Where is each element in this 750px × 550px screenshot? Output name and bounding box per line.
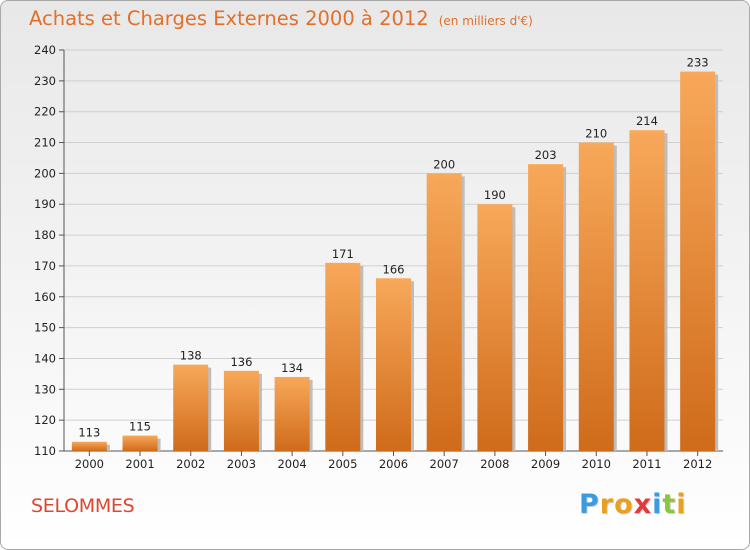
bar (376, 278, 411, 451)
bar-value-label: 113 (78, 426, 100, 440)
x-tick-label: 2000 (75, 457, 104, 471)
logo-letter: o (614, 489, 634, 520)
x-tick-label: 2007 (430, 457, 459, 471)
bar (477, 204, 513, 451)
bar (122, 435, 158, 451)
y-tick-label: 180 (34, 228, 56, 242)
commune-name: SELOMMES (31, 495, 135, 517)
bar-value-label: 210 (585, 127, 607, 141)
x-tick-label: 2003 (227, 457, 256, 471)
bar-value-label: 233 (687, 56, 709, 70)
bar-value-label: 115 (129, 420, 151, 434)
y-tick-label: 200 (34, 166, 56, 180)
bar (426, 173, 462, 451)
bar (528, 164, 564, 451)
x-tick-label: 2004 (277, 457, 306, 471)
bar (680, 71, 716, 451)
y-tick-label: 160 (34, 290, 56, 304)
x-tick-label: 2008 (480, 457, 509, 471)
y-tick-label: 150 (34, 321, 56, 335)
bar (578, 142, 614, 452)
proxiti-logo: Proxiti (579, 489, 687, 520)
chart-title: Achats et Charges Externes 2000 à 2012 (e… (29, 7, 533, 30)
bar (629, 130, 665, 451)
logo-letter: i (652, 489, 663, 520)
chart-unit-text: (en milliers d'€) (438, 14, 533, 28)
logo-letter: i (676, 489, 687, 520)
logo-letter: r (599, 489, 615, 520)
y-tick-label: 230 (34, 74, 56, 88)
chart-title-text: Achats et Charges Externes 2000 à 2012 (29, 7, 429, 30)
bar (223, 370, 259, 451)
x-tick-label: 2010 (582, 457, 611, 471)
bar (274, 376, 310, 451)
x-tick-label: 2005 (328, 457, 357, 471)
bar-value-label: 138 (180, 349, 202, 363)
bar-value-label: 171 (332, 247, 354, 261)
y-tick-label: 170 (34, 259, 56, 273)
y-tick-label: 110 (34, 444, 56, 458)
x-tick-label: 2012 (683, 457, 712, 471)
x-tick-label: 2002 (176, 457, 205, 471)
bar-value-label: 200 (433, 157, 455, 171)
y-tick-label: 210 (34, 136, 56, 150)
bar-value-label: 136 (230, 355, 252, 369)
y-tick-label: 130 (34, 382, 56, 396)
x-tick-label: 2009 (531, 457, 560, 471)
bar-value-label: 203 (535, 148, 557, 162)
bar-value-label: 166 (383, 262, 405, 276)
bar (325, 262, 361, 451)
bar-value-label: 134 (281, 361, 303, 375)
y-tick-label: 220 (34, 105, 56, 119)
logo-letter: P (579, 489, 600, 520)
y-tick-label: 240 (34, 43, 56, 57)
logo-letter: t (662, 489, 677, 520)
bar-value-label: 214 (636, 114, 658, 128)
logo-letter: x (633, 489, 653, 520)
x-tick-label: 2006 (379, 457, 408, 471)
x-tick-label: 2001 (125, 457, 154, 471)
bar (173, 364, 209, 451)
bar-value-label: 190 (484, 188, 506, 202)
x-tick-label: 2011 (632, 457, 661, 471)
bar (71, 441, 107, 451)
y-tick-label: 190 (34, 197, 56, 211)
y-tick-label: 140 (34, 351, 56, 365)
y-tick-label: 120 (34, 413, 56, 427)
